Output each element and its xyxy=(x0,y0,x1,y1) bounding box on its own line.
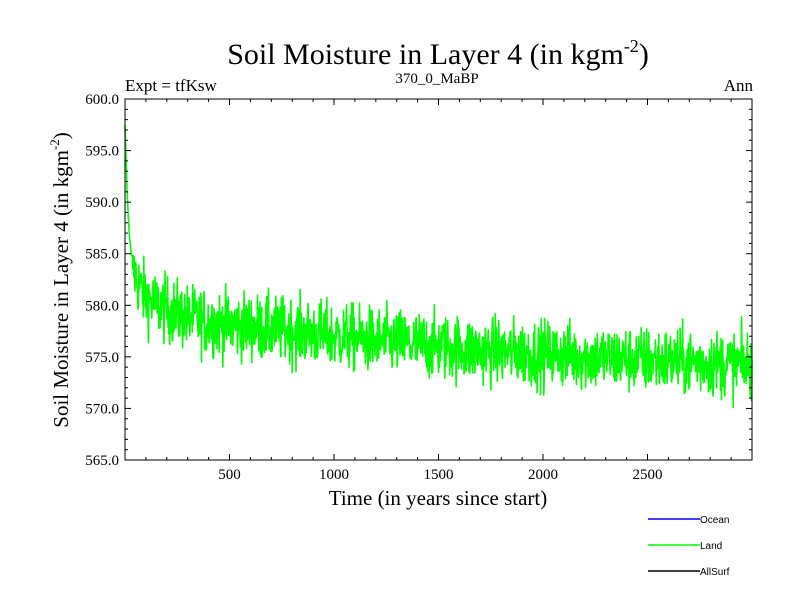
y-axis-label-superscript: -2 xyxy=(47,139,62,150)
y-axis: 565.0 570.0 575.0 580.0 585.0 590.0 595.0 600.0 xyxy=(85,92,752,469)
legend-label-ocean: Ocean xyxy=(700,515,729,526)
y-tick-label: 595.0 xyxy=(85,144,119,160)
plot-frame xyxy=(124,98,753,461)
plot-area xyxy=(124,124,753,409)
chart-title-superscript: -2 xyxy=(624,36,639,56)
x-axis: 500 1000 1500 2000 2500 xyxy=(145,99,732,483)
x-tick-label: 1000 xyxy=(319,467,349,483)
y-axis-label-close: ) xyxy=(49,132,73,139)
y-tick-label: 600.0 xyxy=(85,92,119,108)
y-axis-label: Soil Moisture in Layer 4 (in kgm-2) xyxy=(47,132,73,427)
y-tick-label: 565.0 xyxy=(85,453,119,469)
chart-title-close: ) xyxy=(639,38,649,71)
legend-label-allsurf: AllSurf xyxy=(700,567,730,578)
chart-title-main: Soil Moisture in Layer 4 (in kgm xyxy=(227,38,624,71)
subtitle-season: Ann xyxy=(724,76,754,95)
y-tick-label: 580.0 xyxy=(85,298,119,314)
y-tick-label: 585.0 xyxy=(85,247,119,263)
y-tick-label: 590.0 xyxy=(85,195,119,211)
subtitle-experiment: Expt = tfKsw xyxy=(125,76,217,95)
y-tick-label: 575.0 xyxy=(85,350,119,366)
series-line-land xyxy=(124,124,753,409)
y-tick-label: 570.0 xyxy=(85,401,119,417)
x-tick-label: 2000 xyxy=(528,467,558,483)
x-tick-label: 1500 xyxy=(424,467,454,483)
legend-label-land: Land xyxy=(700,541,722,552)
y-axis-label-main: Soil Moisture in Layer 4 (in kgm xyxy=(49,150,73,428)
x-tick-label: 2500 xyxy=(633,467,663,483)
chart-title: Soil Moisture in Layer 4 (in kgm-2) xyxy=(227,36,649,71)
legend: Ocean Land AllSurf xyxy=(648,515,730,578)
x-axis-label: Time (in years since start) xyxy=(329,486,548,510)
x-tick-label: 500 xyxy=(218,467,241,483)
subtitle-run-id: 370_0_MaBP xyxy=(395,71,478,87)
